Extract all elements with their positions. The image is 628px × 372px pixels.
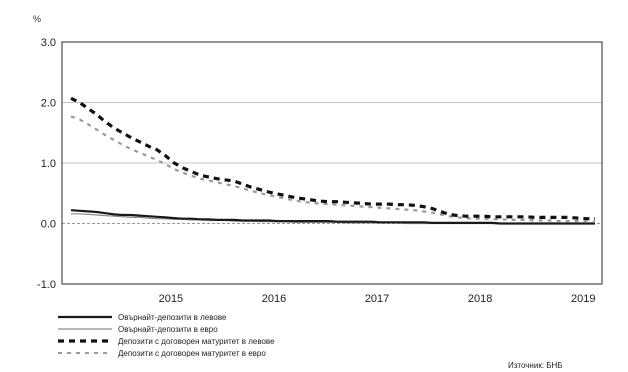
x-axis: 2015 2016 2017 2018 2019 bbox=[159, 293, 596, 305]
gridlines bbox=[62, 102, 602, 224]
x-tick-label: 2016 bbox=[262, 293, 286, 305]
y-tick-label: 3.0 bbox=[41, 37, 56, 49]
y-tick-label: 1.0 bbox=[41, 158, 56, 170]
y-unit-label: % bbox=[33, 14, 41, 24]
series-line-0 bbox=[70, 209, 595, 225]
x-tick-label: 2015 bbox=[159, 293, 183, 305]
series-lines bbox=[70, 96, 595, 225]
legend-label-2: Депозити с договорен матуритет в левове bbox=[118, 337, 275, 346]
x-tick-label: 2019 bbox=[571, 293, 595, 305]
legend-label-0: Овърнайт-депозити в левове bbox=[118, 313, 227, 322]
y-tick-label: -1.0 bbox=[37, 279, 56, 291]
y-tick-label: 0.0 bbox=[41, 219, 56, 231]
legend-label-3: Депозити с договорен матуритет в евро bbox=[118, 349, 266, 358]
plot-frame bbox=[61, 41, 603, 285]
series-line-3 bbox=[70, 115, 595, 223]
series-line-2 bbox=[70, 96, 595, 221]
y-axis: 3.0 2.0 1.0 0.0 -1.0 bbox=[37, 37, 56, 291]
x-tick-label: 2017 bbox=[365, 293, 389, 305]
x-tick-label: 2018 bbox=[468, 293, 492, 305]
legend: Овърнайт-депозити в левове Овърнайт-депоз… bbox=[58, 313, 275, 358]
source-note: Източник: БНБ bbox=[508, 361, 563, 370]
legend-label-1: Овърнайт-депозити в евро bbox=[118, 325, 218, 334]
y-tick-label: 2.0 bbox=[41, 98, 56, 110]
